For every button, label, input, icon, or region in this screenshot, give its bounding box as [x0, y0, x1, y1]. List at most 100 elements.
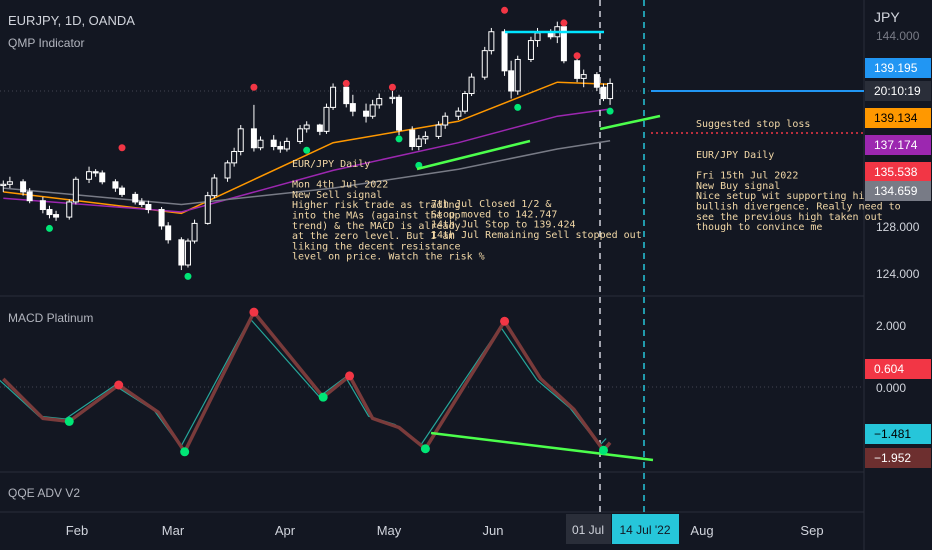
- macd-turn-dot: [598, 445, 608, 455]
- time-axis-label: Jun: [483, 523, 504, 538]
- macd-turn-dot: [318, 392, 328, 402]
- candle-bull: [86, 171, 93, 180]
- sell-signal-dot: [250, 83, 258, 91]
- candle-bear: [363, 110, 370, 117]
- candle-bull: [455, 110, 462, 117]
- candle-bear: [158, 209, 165, 227]
- candle-bear: [593, 74, 600, 88]
- macd-turn-dot: [420, 444, 430, 454]
- price-tag-label: 139.195: [874, 61, 918, 75]
- macd-tick: 2.000: [876, 319, 906, 333]
- note-line: Higher risk trade as trading: [292, 200, 461, 211]
- time-axis-label: Mar: [162, 523, 185, 538]
- candle-bull: [66, 201, 73, 218]
- candle-bull: [534, 32, 541, 42]
- price-tick: 124.000: [876, 267, 920, 281]
- note-line: at the zero level. But I am: [292, 231, 455, 242]
- stop-loss-label: Suggested stop loss: [696, 119, 810, 130]
- date-highlight-box: [566, 514, 611, 544]
- note-line: 7th Jul Closed 1/2 &: [431, 199, 551, 210]
- candle-bear: [178, 239, 185, 266]
- candle-bear: [99, 172, 106, 183]
- price-tag-label: 139.134: [874, 111, 918, 125]
- sell-signal-dot: [560, 19, 568, 27]
- time-axis-label: Apr: [275, 523, 296, 538]
- macd-turn-dot: [64, 416, 74, 426]
- candle-bear: [349, 103, 356, 112]
- time-axis-label: Feb: [66, 523, 88, 538]
- sell-signal-dot: [388, 83, 396, 91]
- candle-bear: [560, 26, 567, 62]
- note-line: liking the decent resistance: [292, 241, 461, 252]
- candle-bear: [145, 203, 152, 211]
- candle-bear: [132, 193, 139, 203]
- candle-bull: [231, 151, 238, 164]
- time-axis-label: May: [377, 523, 402, 538]
- date-highlight-box-current: [612, 514, 679, 544]
- candle-bear: [574, 60, 581, 79]
- note-line: into the MAs (against the up: [292, 211, 461, 222]
- candle-bear: [138, 201, 145, 205]
- candle-bear: [39, 200, 46, 211]
- buy-signal-dot: [303, 146, 311, 154]
- candle-bear: [53, 214, 60, 218]
- price-tag-label: 20:10:19: [874, 84, 921, 98]
- candle-bear: [270, 139, 277, 147]
- candle-bull: [488, 31, 495, 52]
- candle-bull: [191, 222, 198, 242]
- candle-bull: [514, 58, 521, 92]
- candle-bear: [600, 86, 607, 100]
- note-line: Mon 4th Jul 2022: [292, 180, 388, 191]
- candle-bear: [501, 31, 508, 72]
- buy-signal-dot: [184, 272, 192, 280]
- price-tag: [865, 81, 931, 101]
- note-line: Fri 15th Jul 2022: [696, 171, 798, 182]
- date-highlight-label-current: 14 Jul '22: [620, 523, 671, 537]
- moving-average-line: [3, 139, 611, 206]
- note-line: trend) & the MACD is already: [292, 221, 461, 232]
- price-tag-label: 137.174: [874, 138, 918, 152]
- candle-bear: [26, 191, 33, 202]
- price-tag: [865, 108, 931, 128]
- note-line: New Sell signal: [292, 190, 382, 201]
- note-mid: 7th Jul Closed 1/2 &Stop moved to 142.74…: [431, 199, 642, 241]
- time-axis-label: Aug: [690, 523, 713, 538]
- note-line: see the previous high taken out: [696, 212, 883, 223]
- candle-bear: [20, 181, 27, 193]
- macd-tag: [865, 359, 931, 379]
- candle-bear: [409, 129, 416, 147]
- sell-signal-dot: [342, 79, 350, 87]
- candle-bull: [237, 128, 244, 153]
- candle-bear: [277, 145, 284, 150]
- candle-bear: [165, 225, 172, 241]
- price-tag: [865, 162, 931, 182]
- note-line: Stop moved to 142.747: [431, 209, 557, 220]
- candle-bull: [257, 139, 264, 149]
- support-trendline: [416, 139, 531, 171]
- candle-bull: [72, 178, 79, 203]
- candle-bull: [435, 124, 442, 137]
- price-tick: 128.000: [876, 220, 920, 234]
- candle-bull: [376, 98, 383, 106]
- candle-bear: [508, 70, 515, 92]
- candle-bear: [396, 96, 403, 131]
- macd-turn-dot: [114, 380, 124, 390]
- macd-tag-label: −1.952: [874, 451, 911, 465]
- sell-signal-dot: [118, 144, 126, 152]
- signal-dots: [45, 6, 614, 280]
- buy-signal-dot: [606, 107, 614, 115]
- candle-bull: [323, 106, 330, 132]
- candle-bull: [184, 240, 191, 266]
- note-line: 14th Jul Remaining Sell stopped out: [431, 230, 642, 241]
- candle-bull: [224, 162, 231, 179]
- macd-tick: 0.000: [876, 381, 906, 395]
- price-tag: [865, 58, 931, 78]
- candle-bull: [468, 76, 475, 95]
- divergence-line: [430, 431, 654, 462]
- macd-tag: [865, 424, 931, 444]
- price-tag-label: 135.538: [874, 165, 918, 179]
- symbol-title: EURJPY, 1D, OANDA: [8, 13, 135, 28]
